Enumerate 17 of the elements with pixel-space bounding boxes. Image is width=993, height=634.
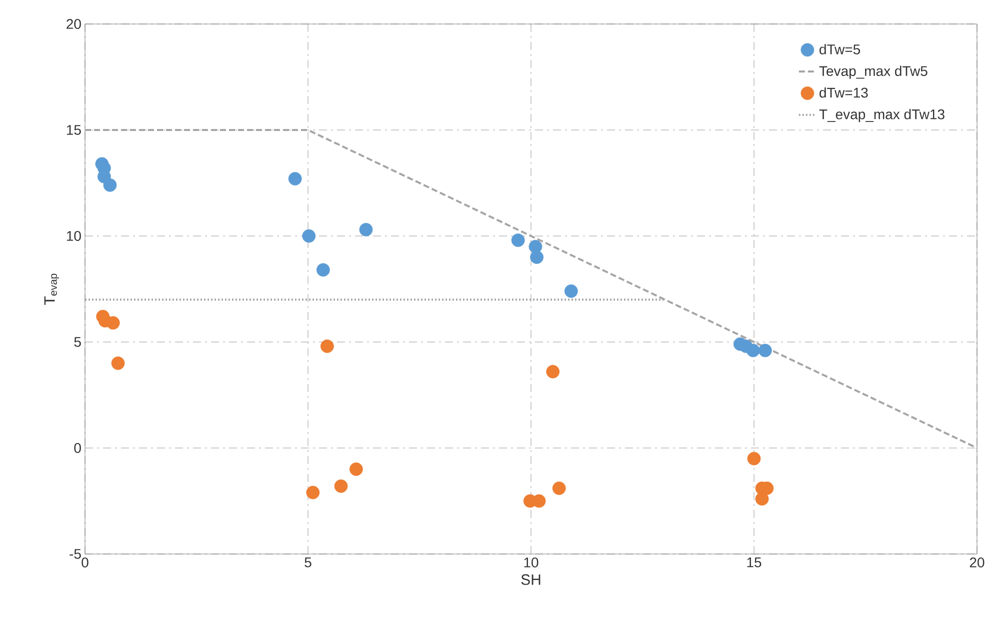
x-tick-label: 20 xyxy=(970,558,984,568)
x-tick-label: 5 xyxy=(304,558,312,568)
y-tick-label: 15 xyxy=(66,125,81,135)
y-tick-label: 5 xyxy=(74,337,81,347)
legend-label: dTw=13 xyxy=(820,87,868,98)
y-tick-label: -5 xyxy=(70,549,81,559)
x-tick-label: 0 xyxy=(82,558,88,568)
y-tick-label: 20 xyxy=(66,19,81,29)
x-tick-label: 10 xyxy=(524,558,538,568)
x-axis-title: SH xyxy=(521,574,540,585)
y-tick-label: 10 xyxy=(66,231,81,241)
legend-label: dTw=5 xyxy=(820,44,860,54)
legend-label: Tevap_max dTw5 xyxy=(819,66,928,79)
legend-label: T_evap_max dTw13 xyxy=(819,109,944,122)
y-tick-label: 0 xyxy=(74,443,81,453)
x-tick-label: 15 xyxy=(747,558,762,568)
y-axis-title: T$_{evap}$ xyxy=(44,274,60,305)
